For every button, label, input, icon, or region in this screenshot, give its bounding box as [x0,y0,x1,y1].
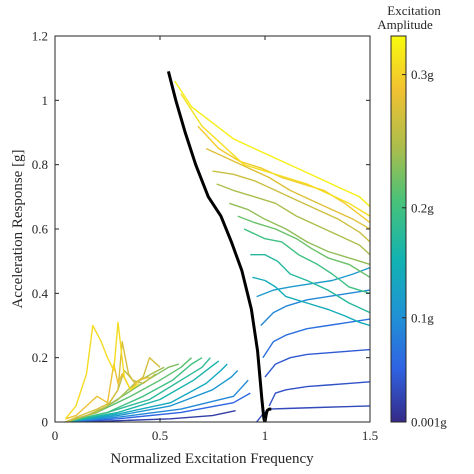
x-tick-label: 0.5 [152,428,168,443]
series-line-2 [268,381,370,407]
y-tick-label: 0 [42,415,49,430]
series-line-6 [65,379,249,422]
colorbar-tick-label: 0.2g [411,200,434,215]
y-axis-label: Acceleration Response [g] [10,149,26,308]
series-line-20 [229,202,370,266]
x-axis-label: Normalized Excitation Frequency [110,451,314,467]
series-line-24 [212,170,370,243]
colorbar-title-line2: Amplitude [377,17,433,32]
series-line-11 [252,276,370,327]
y-tick-label: 0.6 [32,222,49,237]
colorbar [390,35,407,423]
plot-background [55,36,370,422]
y-tick-label: 1.2 [32,29,48,44]
series-line-9 [256,266,370,298]
series-line-31 [174,80,370,208]
colorbar-tick-label: 0.001g [411,415,447,430]
series-line-21 [65,366,165,422]
series-line-5 [262,318,370,359]
series-line-8 [65,370,239,422]
series-line-16 [243,228,370,294]
series-line-12 [65,360,220,422]
backbone-layer [166,71,272,422]
y-tick-label: 0.2 [32,350,48,365]
series-line-7 [260,289,370,326]
y-tick-label: 0.4 [32,286,49,301]
series-line-23 [65,369,157,422]
series-line-18 [237,215,370,278]
y-tick-label: 1 [42,93,49,108]
series-line-13 [250,253,370,314]
series-line-3 [264,348,370,378]
x-tick-label: 1 [262,428,269,443]
colorbar-ticks: 0.3g 0.2g 0.1g 0.001g [402,67,447,430]
series-line-22 [216,183,370,256]
colorbar-tick-label: 0.1g [411,310,434,325]
series-line-0 [65,410,236,422]
x-axis-ticks: 0 0.5 1 1.5 [52,36,378,443]
series-line-10 [65,363,228,422]
colorbar-title-line1: Excitation [387,3,441,18]
series-layer [64,80,370,422]
colorbar-tick-label: 0.3g [411,67,434,82]
series-line-15 [65,357,203,422]
series-line-30 [180,93,370,217]
x-tick-label: 0 [52,428,59,443]
series-line-4 [65,392,251,422]
series-line-29 [64,321,140,420]
series-line-28 [197,125,370,224]
series-line-26 [205,147,370,230]
y-axis-ticks: 0 0.2 0.4 0.6 0.8 1 1.2 [32,29,370,430]
backbone-line [166,71,272,422]
series-line-25 [65,340,161,422]
x-tick-label: 1.5 [362,428,378,443]
y-tick-label: 0.8 [32,157,48,172]
